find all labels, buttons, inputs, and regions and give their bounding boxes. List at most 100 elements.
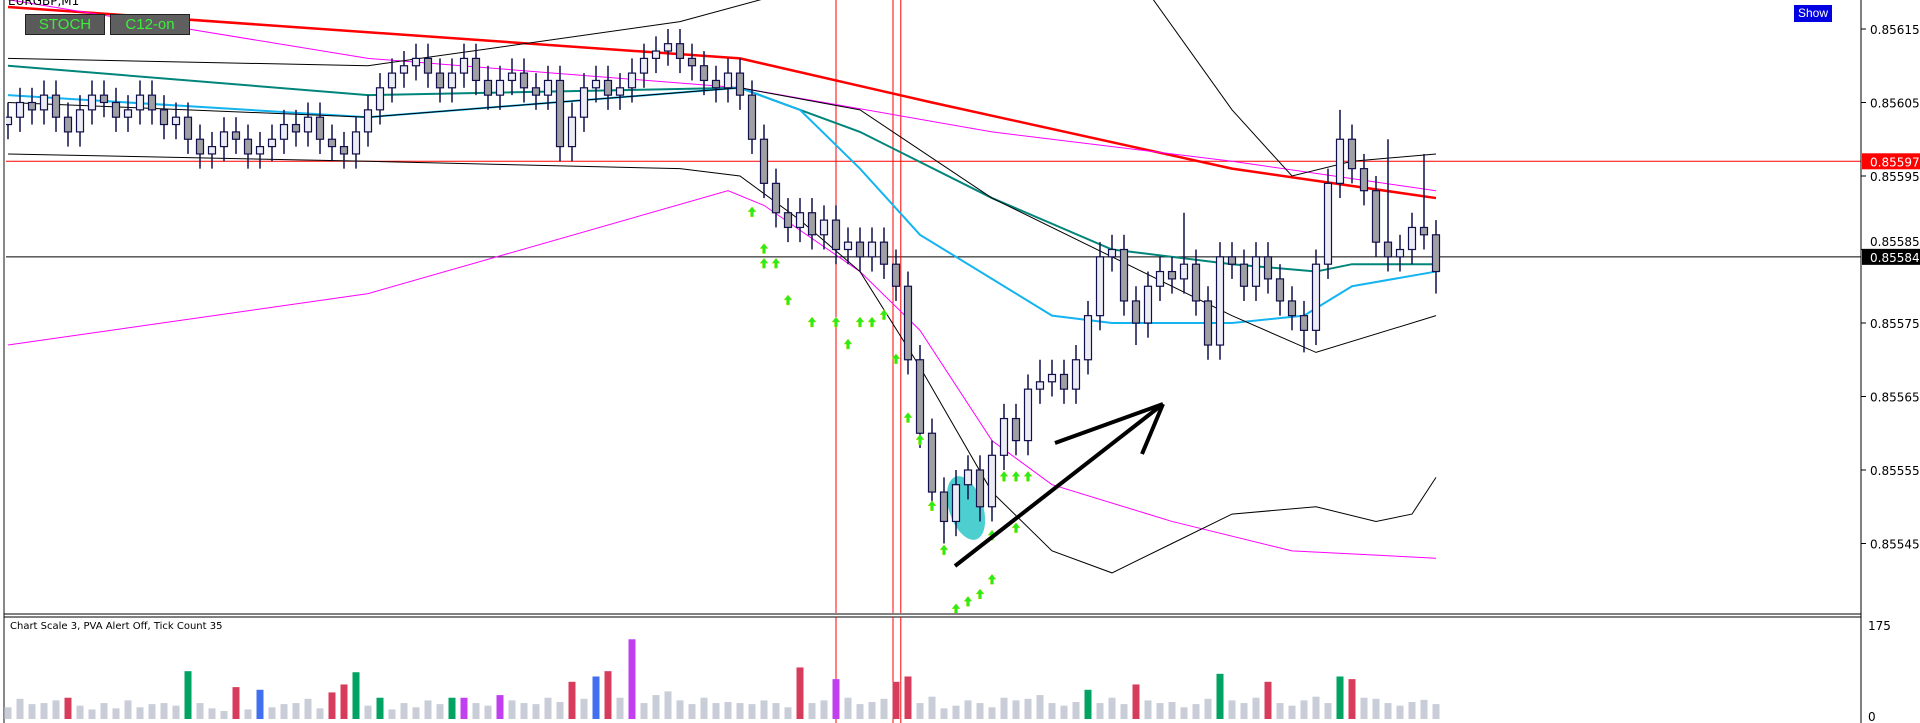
up-arrow-marker-icon	[807, 316, 817, 328]
candle	[363, 95, 373, 147]
candle-body	[183, 116, 193, 140]
candle-body	[1287, 300, 1297, 317]
candle	[495, 65, 505, 110]
candle-body	[399, 65, 409, 74]
up-arrow-marker-icon	[747, 206, 757, 217]
volume-bar	[1420, 699, 1428, 719]
candle	[447, 58, 457, 103]
volume-bar	[1024, 698, 1032, 719]
candle	[687, 43, 697, 81]
volume-bar	[1084, 689, 1092, 719]
stoch-button[interactable]: STOCH	[25, 14, 105, 35]
candle	[663, 29, 673, 66]
candle-body	[951, 484, 961, 523]
price-axis[interactable]: 0.85615 0.85605 0.85595 0.85585 0.85575 0.855…	[1861, 23, 1920, 552]
candle	[399, 51, 409, 88]
candle-body	[915, 359, 925, 434]
candle-body	[1227, 256, 1237, 265]
candle-body	[315, 116, 325, 140]
volume-bar	[376, 697, 384, 719]
candle-body	[1023, 388, 1033, 442]
candle	[1419, 153, 1429, 250]
up-arrow-marker-icon	[879, 309, 889, 320]
candle	[699, 51, 709, 96]
candle	[855, 227, 865, 272]
candle	[975, 455, 985, 522]
candle-body	[159, 109, 169, 126]
volume-bar	[28, 704, 36, 719]
trend-arrow-annotation[interactable]	[953, 402, 1165, 568]
indicator-line	[7, 5, 1437, 200]
candle	[63, 102, 73, 147]
volume-bar	[664, 691, 672, 719]
volume-panel	[4, 617, 1440, 723]
candle	[243, 124, 253, 169]
volume-bar	[1192, 704, 1200, 719]
candle-body	[711, 79, 721, 89]
candle	[315, 102, 325, 154]
volume-bar	[748, 704, 756, 719]
candle-body	[1071, 359, 1081, 390]
current-price-label: 0.85584	[1862, 248, 1920, 265]
candle-body	[1251, 256, 1261, 287]
candle	[1203, 286, 1213, 360]
indicator-line	[7, 190, 1437, 559]
candle-body	[1059, 373, 1069, 390]
candle	[555, 65, 565, 162]
candle	[795, 198, 805, 243]
show-button[interactable]: Show	[1794, 5, 1832, 22]
volume-bar	[784, 707, 792, 719]
candle	[759, 124, 769, 199]
volume-bar	[544, 697, 552, 719]
candle	[831, 205, 841, 265]
volume-bar	[112, 708, 120, 719]
volume-bar	[820, 700, 828, 719]
candle-body	[471, 57, 481, 82]
candle-body	[303, 116, 313, 133]
candle-body	[1323, 182, 1333, 265]
candle	[1311, 249, 1321, 346]
volume-bar	[4, 707, 12, 719]
volume-bar	[244, 709, 252, 719]
price-tick-label: 0.85545	[1870, 538, 1920, 552]
up-arrow-marker-icon	[843, 338, 853, 350]
up-arrow-marker-icon	[951, 603, 961, 613]
volume-bar	[412, 707, 420, 719]
candle-body	[795, 212, 805, 229]
candle-body	[735, 72, 745, 96]
volume-bar	[892, 681, 900, 719]
candle	[987, 440, 997, 522]
volume-bar	[880, 698, 888, 719]
volume-bar	[628, 639, 636, 719]
price-tick-label: 0.85565	[1870, 391, 1920, 405]
volume-bar	[1048, 703, 1056, 719]
candle-body	[543, 79, 553, 96]
candle	[939, 477, 949, 544]
candle-body	[1395, 248, 1405, 258]
candle	[1239, 249, 1249, 301]
volume-bar	[1132, 684, 1140, 719]
candle-body	[495, 79, 505, 96]
candle	[627, 58, 637, 103]
volume-bar	[1060, 705, 1068, 719]
volume-bar	[1312, 696, 1320, 719]
candle-body	[483, 79, 493, 96]
volume-bar	[1012, 700, 1020, 719]
candle-body	[1191, 263, 1201, 302]
indicator-line	[7, 0, 1437, 192]
c12-on-button[interactable]: C12-on	[110, 14, 190, 35]
candle-body	[171, 116, 181, 126]
volume-bar	[808, 703, 816, 719]
candle-body	[819, 219, 829, 236]
arrow-shaft	[953, 402, 1165, 568]
volume-bar	[556, 701, 564, 719]
candle	[1107, 234, 1117, 272]
indicator-line	[7, 64, 1436, 273]
candle-body	[831, 219, 841, 251]
candle	[843, 227, 853, 265]
volume-bar	[616, 697, 624, 719]
candle	[351, 117, 361, 169]
volume-bar	[868, 701, 876, 719]
up-arrow-marker-icon	[927, 500, 937, 511]
